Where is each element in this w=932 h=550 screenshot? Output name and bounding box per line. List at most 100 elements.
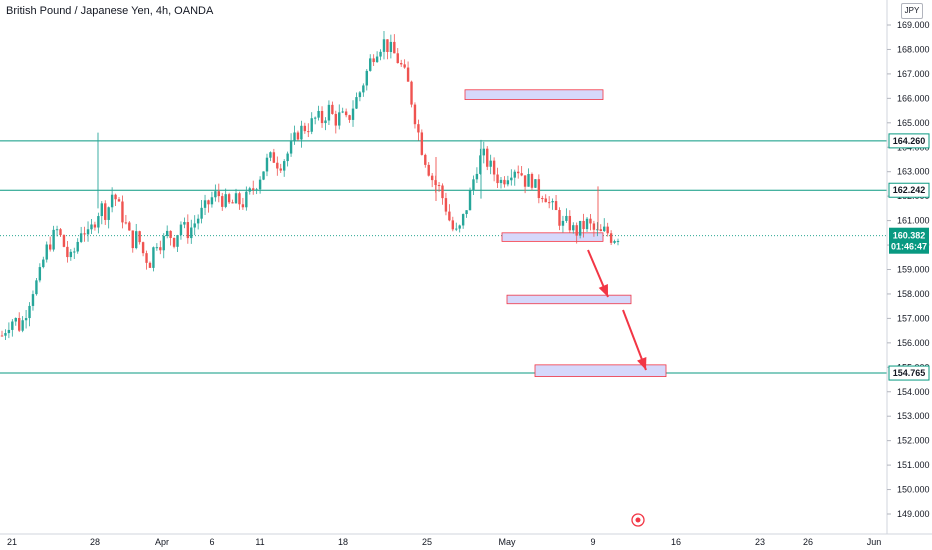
candle-body [537,179,541,199]
candle-body [162,236,165,251]
candle-body [506,180,510,185]
candle-body [334,113,338,126]
x-tick-label: 21 [7,537,17,547]
currency-badge[interactable]: JPY [901,3,923,19]
candle-body [38,267,42,281]
candle-body [97,216,100,228]
candle-body [252,188,255,190]
candle-body [145,253,148,263]
level-tag [888,133,930,149]
candle-body [196,218,200,224]
candle-body [279,168,282,171]
candle-body [582,220,585,230]
candle-body [231,202,234,204]
candle-body [609,233,613,243]
candle-body [547,202,551,204]
candle-body [455,228,458,230]
candle-body [534,179,537,188]
candle-body [479,155,482,174]
x-tick-label: 26 [803,537,813,547]
time-axis[interactable]: 21 28 Apr 6 11 18 25 May 9 16 23 26 Jun [7,537,881,547]
candle-body [186,222,190,239]
candle-body [444,198,448,212]
candle-body [104,203,107,220]
x-tick-label: 25 [422,537,432,547]
candle-body [399,63,403,65]
y-tick-label: 159.000 [897,265,930,275]
candle-body [393,41,396,54]
candle-body [269,152,272,158]
candle-body [441,185,444,199]
target-zone[interactable] [506,294,632,305]
candle-body [568,215,572,231]
candle-body [59,229,62,236]
x-tick-label: 18 [338,537,348,547]
target-zone[interactable] [464,89,604,100]
candle-body [382,39,386,52]
candle-body [214,191,217,198]
candle-body [606,226,609,234]
candle-body [320,110,324,124]
current-price-tag [889,227,929,254]
candle-body [379,51,382,57]
candle-body [510,177,513,181]
candle-body [66,246,69,258]
candle-body [482,148,485,156]
candle-body [90,224,93,230]
candle-body [265,157,269,172]
candle-body [193,223,196,228]
candle-body [289,141,293,154]
candle-body [303,125,307,132]
arrow-head-icon [598,284,608,297]
candle-body [165,230,169,237]
y-tick-label: 150.000 [897,485,930,495]
y-tick-label: 152.000 [897,436,930,446]
candle-body [592,223,596,230]
candle-body [224,194,227,207]
level-tag-label: 162.242 [893,185,926,195]
candle-body [448,211,451,221]
candle-body [114,194,117,200]
candle-body [248,188,251,192]
candle-body [327,104,331,121]
candle-body [558,210,561,226]
candle-body [14,318,17,322]
candle-body [369,58,372,71]
candle-body [52,229,55,250]
target-zone[interactable] [501,232,604,242]
candle-body [207,200,210,205]
candle-body [468,190,472,211]
candle-body [585,218,589,230]
candle-body [286,153,289,162]
candle-body [338,112,341,126]
target-zone[interactable] [534,364,667,377]
y-tick-label: 167.000 [897,69,930,79]
y-tick-label: 165.000 [897,118,930,128]
candle-body [396,53,399,64]
y-tick-label: 149.000 [897,509,930,519]
candle-body [93,224,97,228]
candle-body [238,193,241,205]
candle-body [135,231,138,249]
level-tag [888,182,930,198]
candle-body [76,241,79,252]
candle-body [11,321,14,330]
candle-body [496,174,499,184]
candle-body [578,220,582,236]
candle-body [461,214,465,226]
candle-body [489,160,492,167]
level-tag-label: 164.260 [893,136,926,146]
candle-body [358,92,362,98]
candle-body [310,118,313,132]
x-tick-label: 11 [255,537,264,547]
y-tick-label: 161.000 [897,216,930,226]
candle-body [210,197,214,205]
time-marker-icon[interactable] [631,513,645,527]
y-tick-label: 153.000 [897,411,930,421]
candle-body [262,171,265,180]
candle-body [355,97,358,109]
candle-body [331,104,334,114]
candle-body [300,125,303,140]
candle-body [503,179,506,185]
